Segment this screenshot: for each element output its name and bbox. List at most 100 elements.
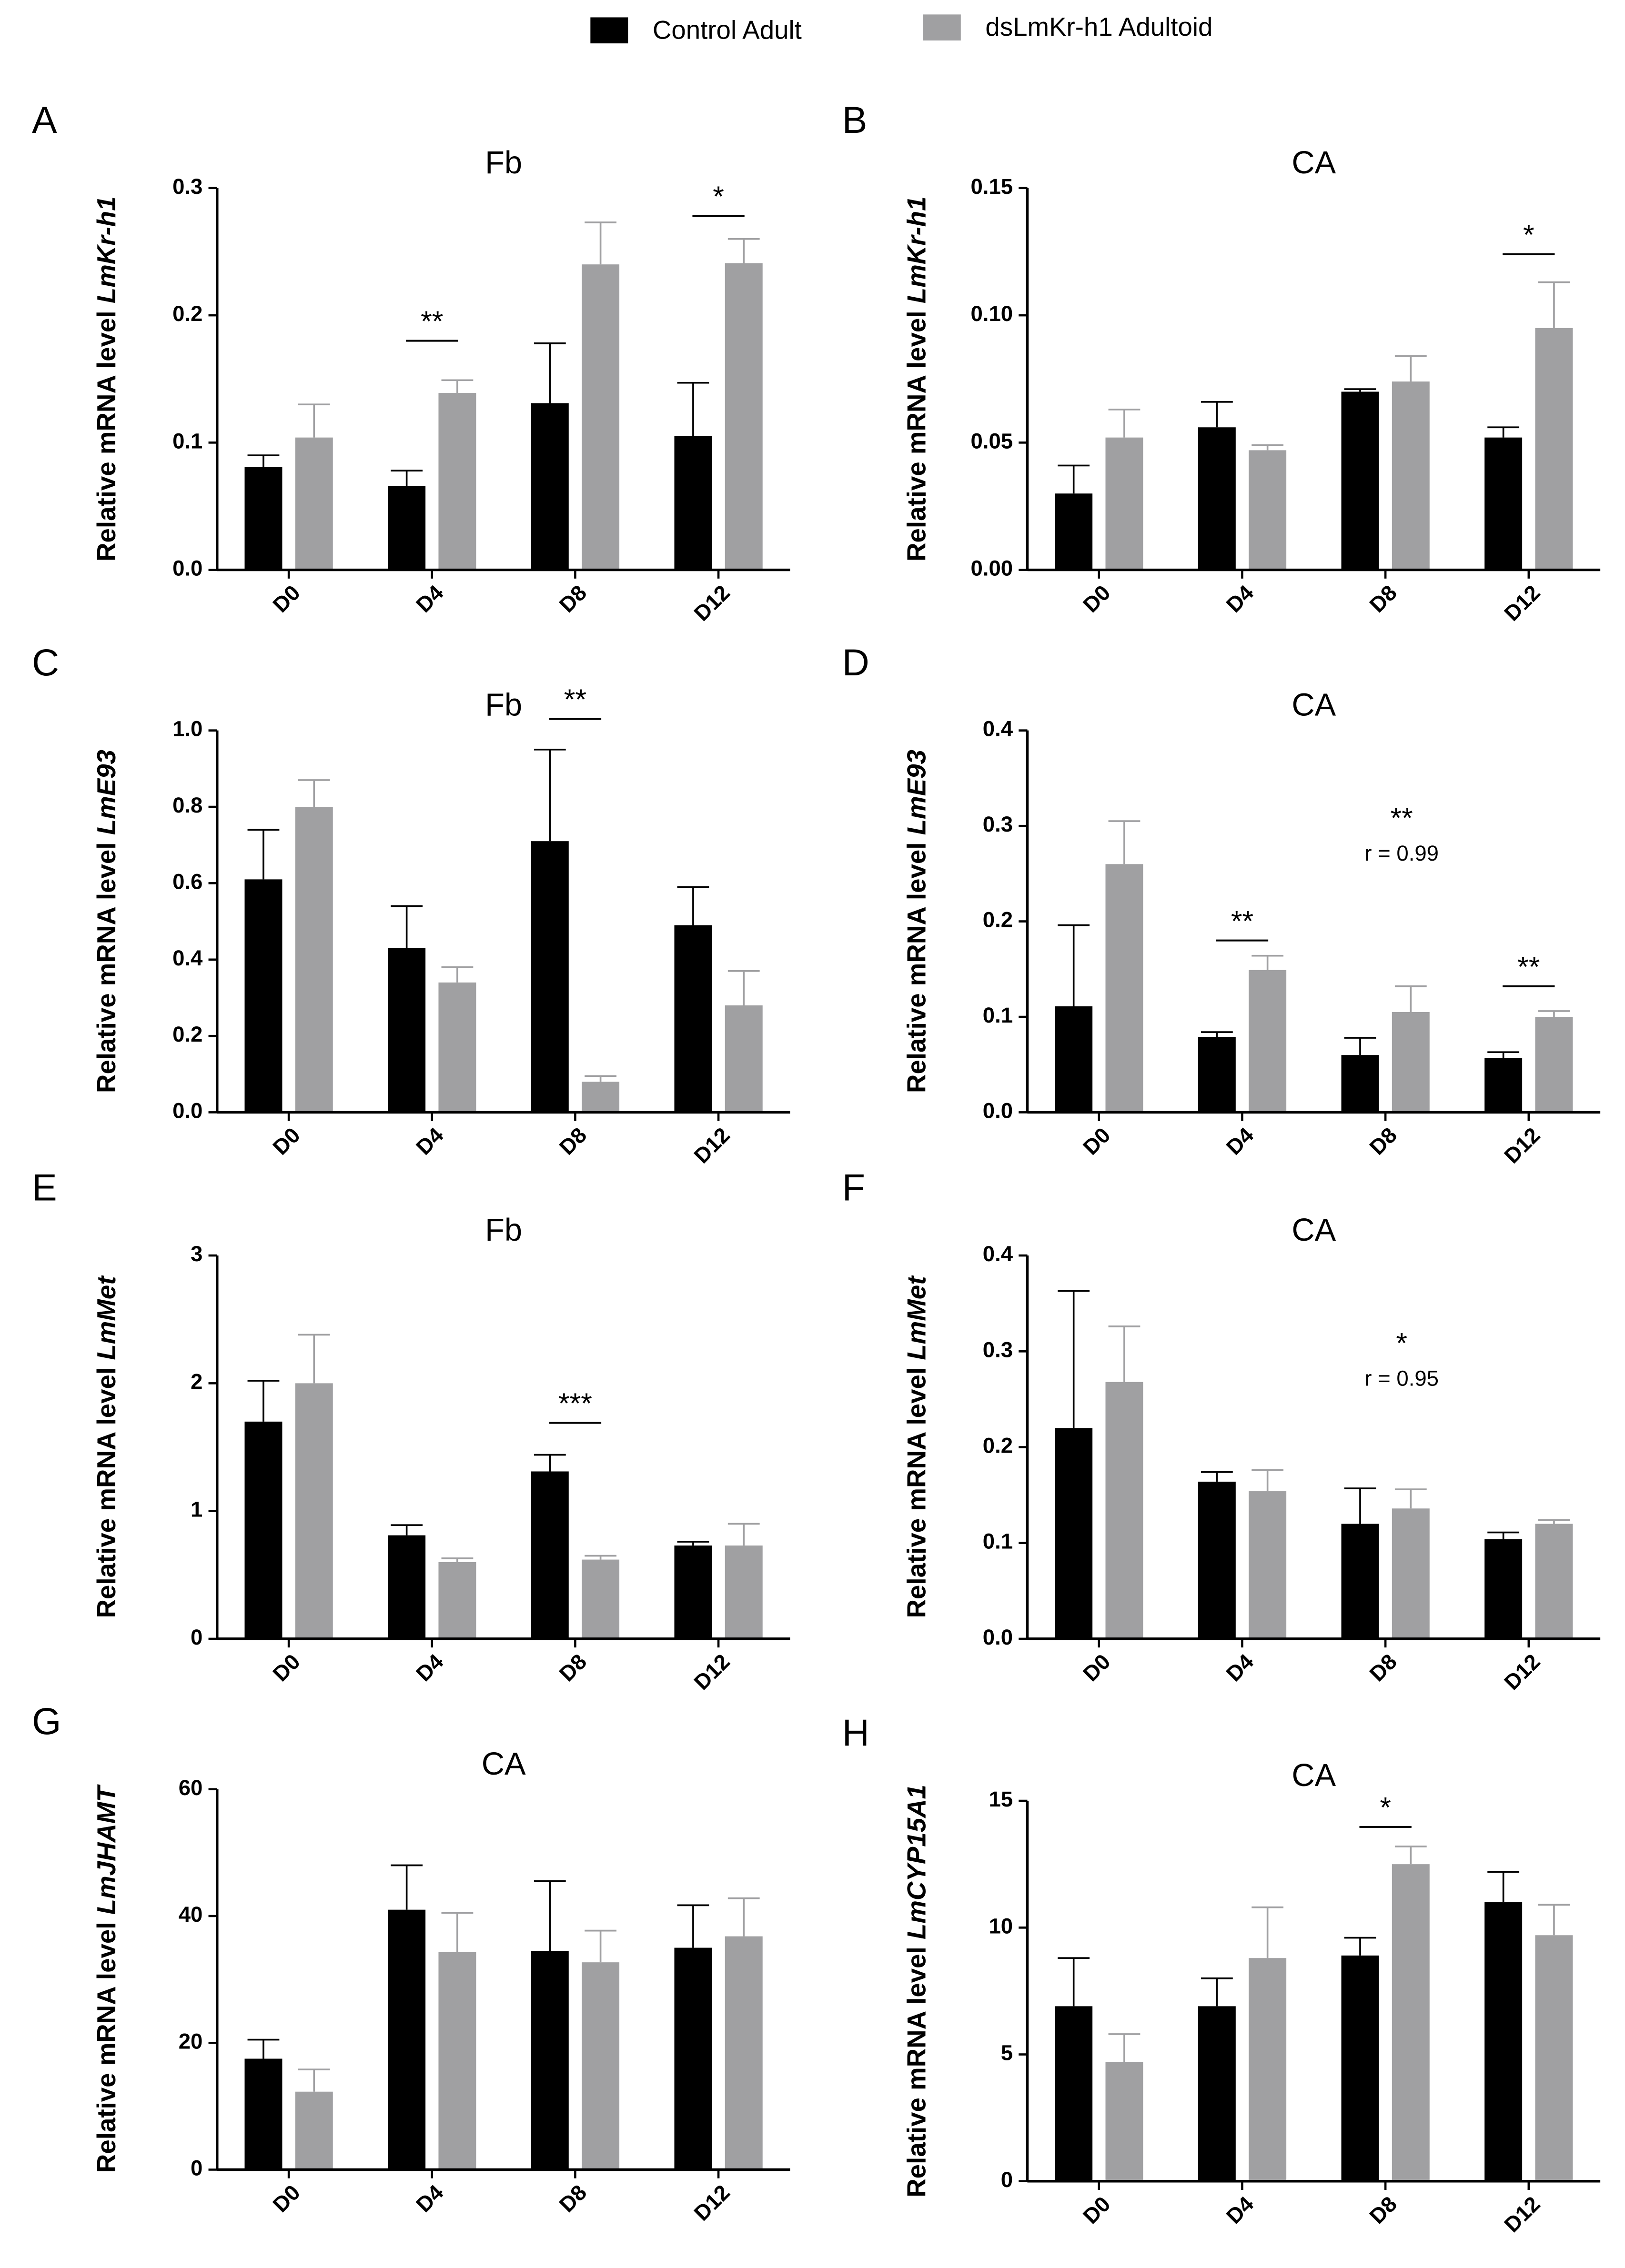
y-tick-label: 0.1 xyxy=(983,1003,1013,1027)
bar xyxy=(1198,1481,1236,1639)
y-axis-label-gene: LmE93 xyxy=(902,750,931,835)
x-tick-label: D12 xyxy=(689,2180,735,2226)
bar xyxy=(674,436,712,570)
y-axis-label-gene: LmJHAMT xyxy=(92,1784,121,1915)
x-tick-label: D0 xyxy=(268,581,305,617)
bar xyxy=(725,1545,763,1639)
bar xyxy=(438,982,476,1113)
bar xyxy=(1105,2062,1143,2181)
y-axis-label-text: Relative mRNA level xyxy=(902,1367,931,1618)
chart-title: CA xyxy=(1292,1758,1336,1793)
y-tick-label: 0.4 xyxy=(172,946,203,970)
legend-swatch xyxy=(923,14,961,41)
chart-title: Fb xyxy=(485,145,522,181)
annotation: ** xyxy=(1391,802,1413,834)
bar xyxy=(244,879,283,1113)
bar xyxy=(582,1962,620,2170)
bar xyxy=(531,1471,569,1639)
bar xyxy=(1055,1428,1093,1639)
bar xyxy=(674,1947,712,2170)
significance-label: * xyxy=(713,180,724,212)
bar xyxy=(582,1082,620,1113)
bar xyxy=(725,263,763,570)
y-axis-label: Relative mRNA level LmCYP15A1 xyxy=(902,1785,931,2198)
legend-label: Control Adult xyxy=(653,15,802,44)
y-tick-label: 3 xyxy=(191,1242,202,1266)
y-tick-label: 0 xyxy=(191,1625,202,1649)
y-axis-label: Relative mRNA level LmKr-h1 xyxy=(92,196,121,561)
bar xyxy=(1341,1955,1379,2181)
bar xyxy=(531,1951,569,2170)
panel-letter: H xyxy=(842,1712,869,1754)
chart-title: Fb xyxy=(485,688,522,723)
bar xyxy=(725,1005,763,1113)
bar xyxy=(1055,2006,1093,2181)
y-tick-label: 0.0 xyxy=(172,1098,202,1123)
bar xyxy=(674,1545,712,1639)
y-axis-label: Relative mRNA level LmE93 xyxy=(92,750,121,1093)
bar xyxy=(531,841,569,1113)
x-tick-label: D8 xyxy=(1365,1123,1402,1159)
y-tick-label: 0.0 xyxy=(172,556,202,581)
y-tick-label: 0 xyxy=(1001,2168,1013,2192)
y-tick-label: 5 xyxy=(1001,2041,1013,2065)
y-tick-label: 0.2 xyxy=(172,301,202,326)
x-tick-label: D0 xyxy=(268,1123,305,1159)
x-tick-label: D4 xyxy=(411,1123,448,1160)
y-tick-label: 0.0 xyxy=(983,1625,1013,1649)
legend-label: dsLmKr-h1 Adultoid xyxy=(985,12,1212,41)
x-tick-label: D0 xyxy=(268,1649,305,1686)
x-tick-label: D8 xyxy=(1365,1649,1402,1686)
bar xyxy=(1249,1491,1287,1639)
y-tick-label: 0.1 xyxy=(983,1529,1013,1554)
bar xyxy=(1105,864,1143,1113)
y-axis-label-gene: LmMet xyxy=(92,1275,121,1360)
x-tick-label: D12 xyxy=(689,1649,735,1695)
bar xyxy=(1198,1037,1236,1113)
y-tick-label: 0.15 xyxy=(970,174,1013,199)
x-tick-label: D4 xyxy=(1221,1649,1259,1686)
bar xyxy=(1535,1017,1573,1113)
bar xyxy=(1105,437,1143,570)
bar xyxy=(1392,1864,1430,2181)
y-axis-label-gene: LmCYP15A1 xyxy=(902,1785,931,1939)
y-axis-label-text: Relative mRNA level xyxy=(902,311,931,562)
bar xyxy=(295,807,333,1113)
y-tick-label: 10 xyxy=(989,1914,1013,1938)
panel-letter: G xyxy=(32,1700,61,1742)
bar xyxy=(295,1383,333,1639)
x-tick-label: D8 xyxy=(555,1649,591,1686)
chart-title: CA xyxy=(1292,1213,1336,1248)
bar xyxy=(295,437,333,570)
bar xyxy=(1341,391,1379,570)
bar xyxy=(388,486,426,570)
panel-letter: A xyxy=(32,99,57,141)
y-axis-label-text: Relative mRNA level xyxy=(92,1922,121,2173)
bar xyxy=(1535,1524,1573,1639)
bar xyxy=(1484,1058,1523,1113)
chart-title: CA xyxy=(482,1746,526,1782)
x-tick-label: D8 xyxy=(555,581,591,617)
x-tick-label: D12 xyxy=(1499,2192,1544,2237)
bar xyxy=(438,393,476,570)
x-tick-label: D0 xyxy=(1078,1123,1115,1159)
x-tick-label: D12 xyxy=(1499,1649,1544,1695)
y-tick-label: 15 xyxy=(989,1787,1013,1811)
y-tick-label: 60 xyxy=(179,1776,203,1800)
y-axis-label-gene: LmE93 xyxy=(92,750,121,835)
bar xyxy=(1392,1012,1430,1113)
y-tick-label: 0.3 xyxy=(983,812,1013,836)
y-tick-label: 1.0 xyxy=(172,717,202,741)
y-axis-label: Relative mRNA level LmJHAMT xyxy=(92,1784,121,2173)
y-tick-label: 1 xyxy=(191,1497,202,1522)
panel-letter: F xyxy=(842,1166,865,1208)
significance-label: ** xyxy=(1517,950,1540,983)
bar xyxy=(1484,1902,1523,2181)
x-tick-label: D8 xyxy=(555,2180,591,2217)
bar xyxy=(1392,1508,1430,1639)
significance-label: ** xyxy=(564,683,586,715)
y-tick-label: 0.2 xyxy=(983,908,1013,932)
x-tick-label: D8 xyxy=(1365,2192,1402,2228)
bar xyxy=(1105,1382,1143,1639)
